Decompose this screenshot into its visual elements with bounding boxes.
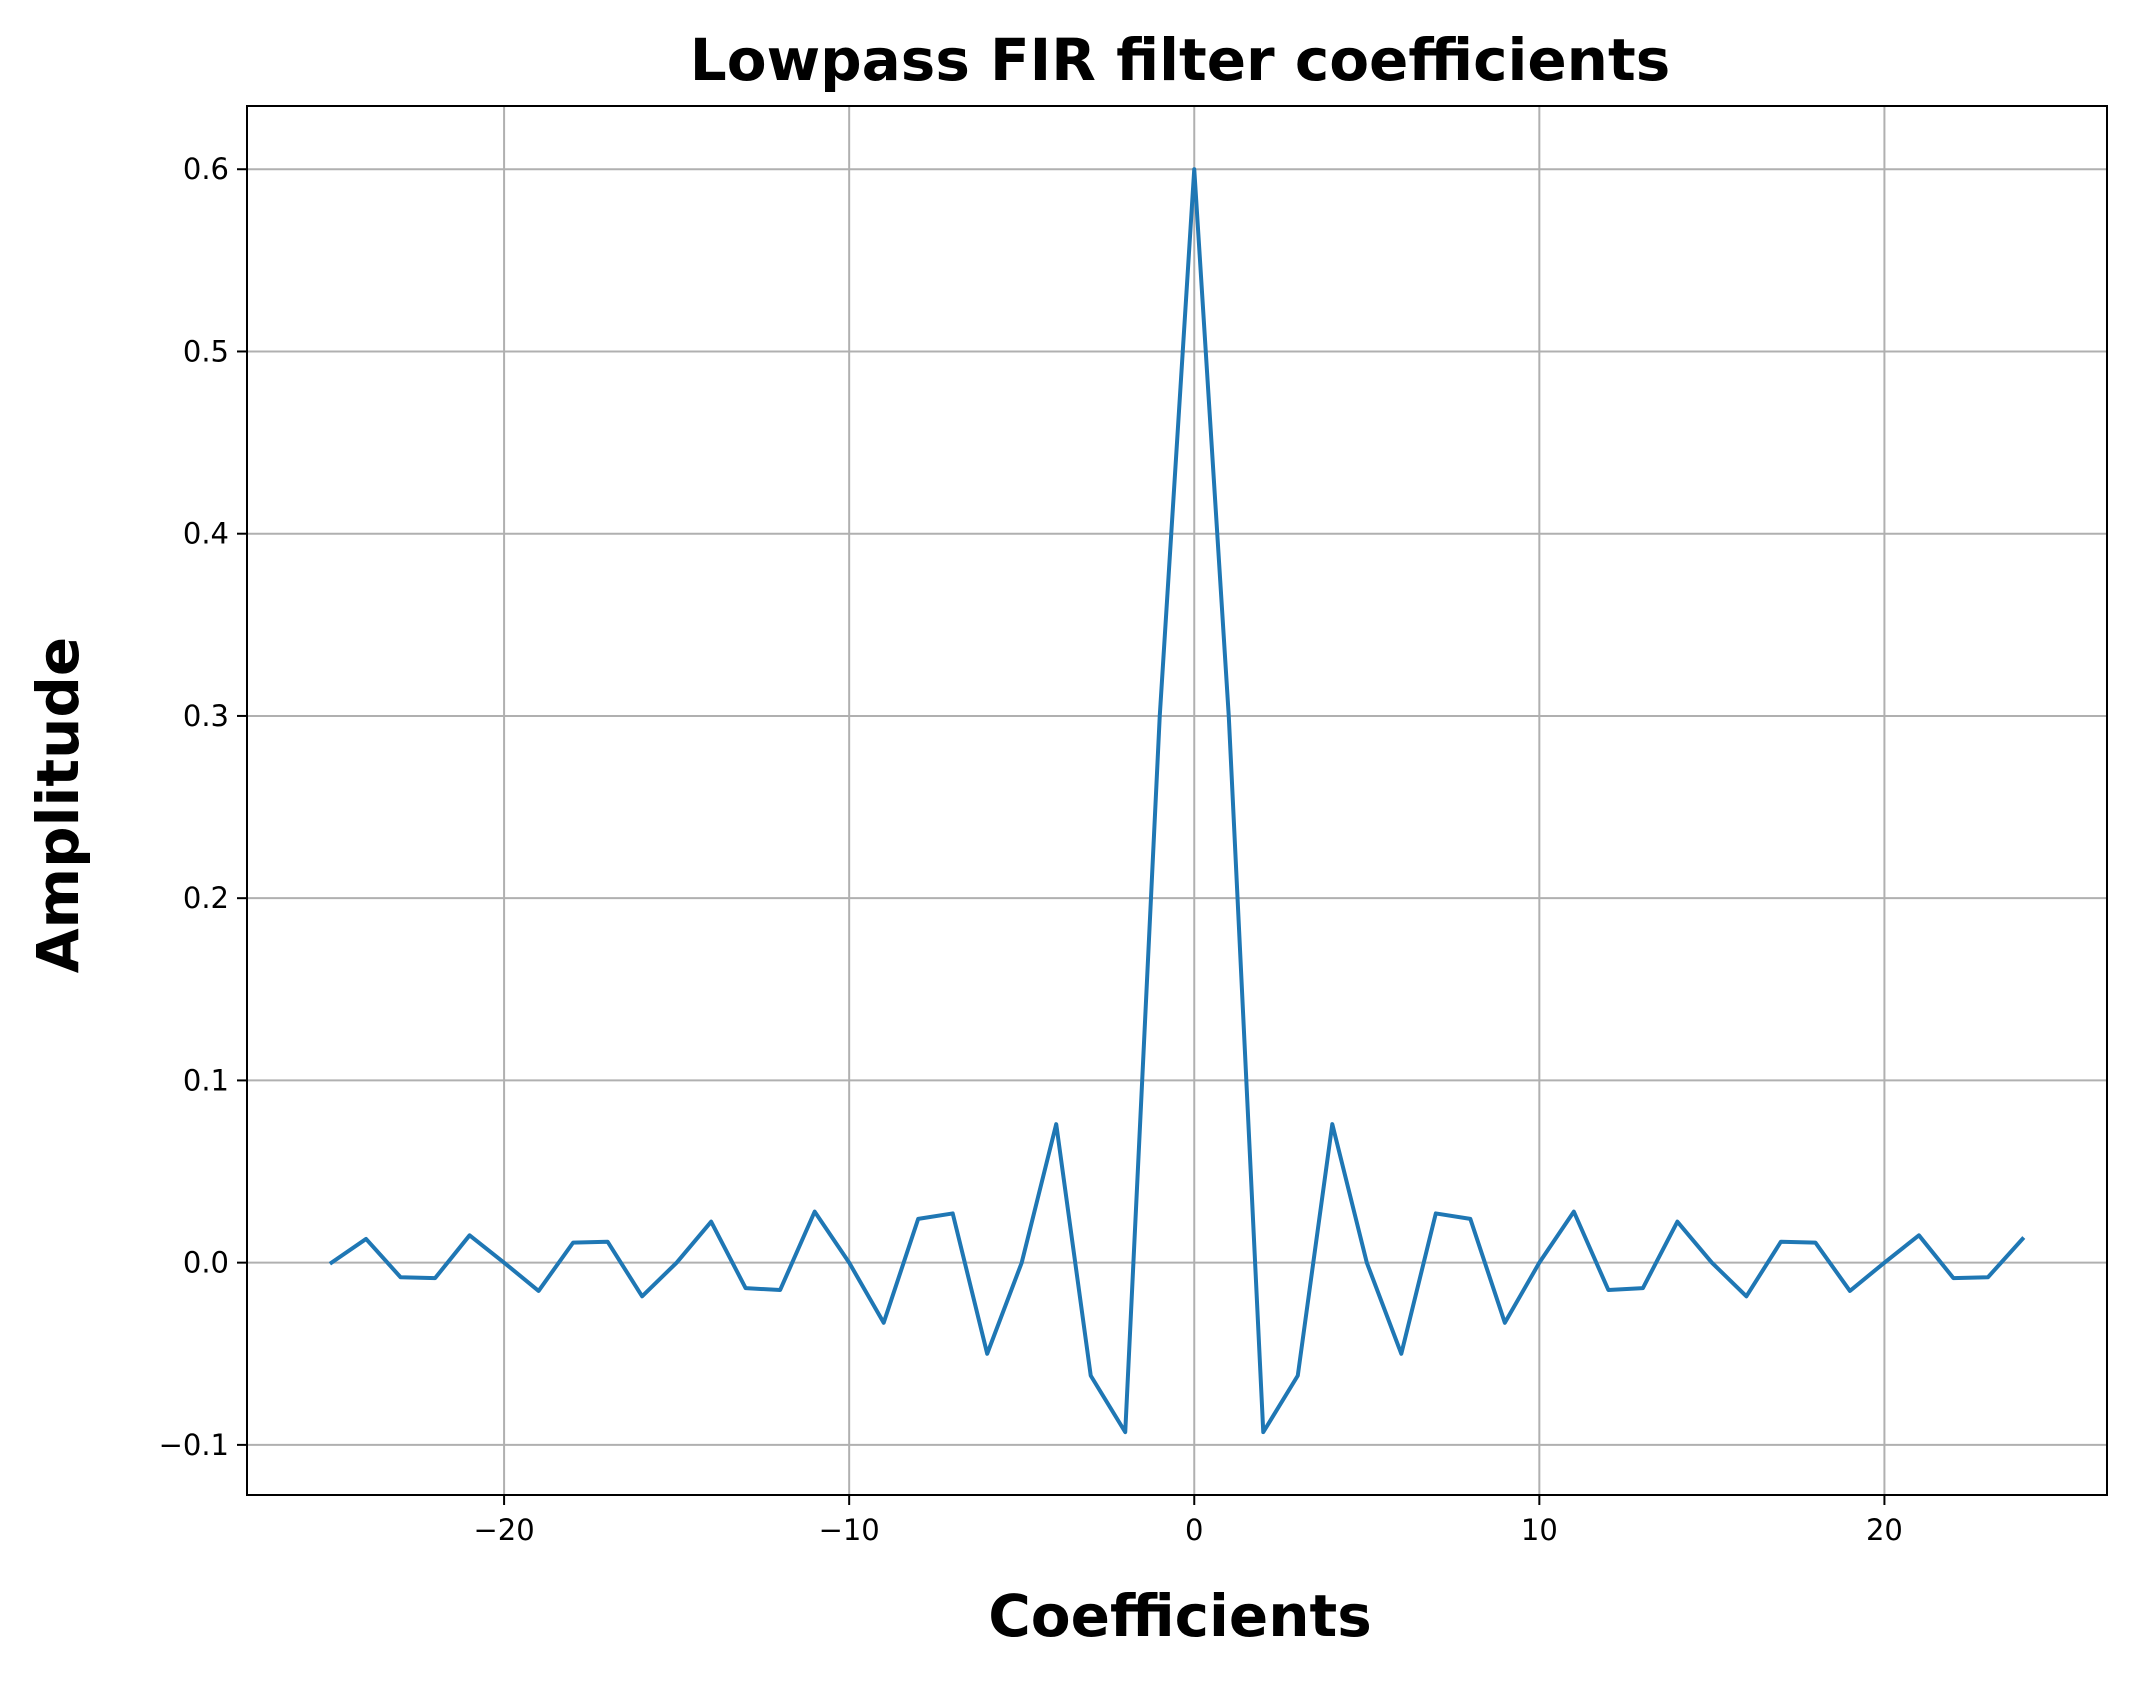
- x-tick-label: 20: [1866, 1513, 1903, 1547]
- y-tick-label: 0.4: [183, 517, 229, 551]
- x-tick-label: 10: [1521, 1513, 1558, 1547]
- grid: [247, 106, 2107, 1495]
- x-tick-label: −10: [819, 1513, 880, 1547]
- y-tick-label: 0.1: [183, 1063, 229, 1097]
- y-tick-label: 0.5: [183, 334, 229, 368]
- y-tick-label: 0.6: [183, 152, 229, 186]
- series-layer: [328, 167, 2026, 1435]
- ticks: −20 −10 0 10 20 −0.1 0.0 0.1 0.2 0.3 0.4 0.5 0.6: [159, 152, 1903, 1547]
- x-axis-label: Coefficients: [988, 1582, 1372, 1650]
- plot-frame: [246, 105, 2108, 1496]
- y-axis-label: Amplitude: [24, 637, 92, 973]
- series-line: [328, 167, 2026, 1435]
- y-tick-label: 0.2: [183, 881, 229, 915]
- y-tick-label: 0.3: [183, 699, 229, 733]
- chart-title: Lowpass FIR filter coefficients: [690, 26, 1670, 94]
- x-tick-label: −20: [473, 1513, 534, 1547]
- x-tick-label: 0: [1185, 1513, 1203, 1547]
- y-tick-label: 0.0: [183, 1246, 229, 1280]
- y-tick-label: −0.1: [159, 1428, 229, 1462]
